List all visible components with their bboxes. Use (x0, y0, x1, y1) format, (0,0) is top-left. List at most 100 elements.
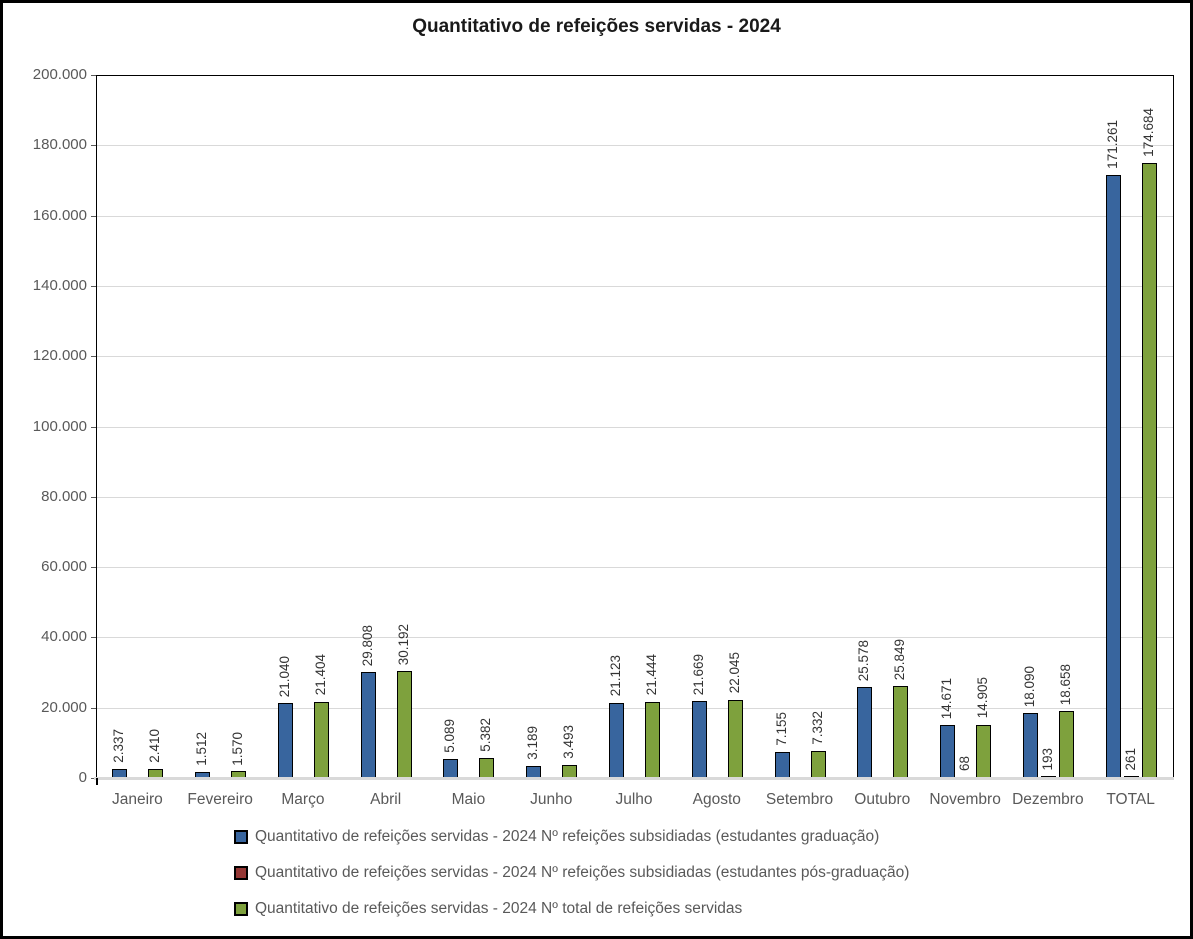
x-axis-label: Agosto (692, 791, 741, 808)
legend: Quantitativo de refeições servidas - 202… (234, 827, 909, 935)
x-axis-label: Junho (530, 791, 573, 808)
x-axis-label: Março (281, 791, 325, 808)
legend-marker-graduacao (234, 830, 248, 844)
data-label: 7.155 (773, 712, 789, 746)
gridline (97, 567, 1173, 569)
data-label: 5.382 (478, 718, 494, 753)
y-tick-label: 100.000 (32, 417, 87, 435)
data-label: 2.410 (147, 728, 163, 763)
legend-marker-pos-graduacao (234, 866, 248, 880)
x-axis-label: Novembro (929, 791, 1001, 808)
gridline (97, 356, 1173, 358)
data-label: 1.570 (230, 731, 246, 766)
gridline (97, 215, 1173, 217)
data-label: 25.578 (856, 639, 872, 682)
plot-area: 2.337 1.512 21.040 29.808 5.089 3.189 21.123 21… (96, 75, 1174, 779)
y-tick-mark (91, 567, 96, 569)
data-label: 21.123 (608, 655, 623, 697)
data-label: 29.808 (359, 624, 375, 667)
x-axis-label: Outubro (854, 791, 911, 808)
bar-setembro-s0 (774, 751, 790, 779)
data-label: 193 (1039, 747, 1055, 771)
bar-setembro-s2 (810, 751, 826, 779)
data-label: 171.261 (1104, 120, 1120, 170)
y-tick-mark (91, 637, 96, 639)
legend-item-pos-graduacao: Quantitativo de refeições servidas - 202… (234, 863, 909, 883)
data-label: 5.089 (442, 719, 458, 754)
data-label: 68 (957, 755, 973, 771)
bar-abril-s2 (396, 670, 412, 779)
y-tick-mark (91, 707, 96, 709)
y-tick-mark (91, 356, 96, 358)
data-label: 14.671 (939, 678, 955, 720)
y-tick-mark (91, 145, 96, 147)
y-tick-label: 20.000 (41, 698, 87, 716)
x-axis-label: Maio (451, 791, 486, 808)
gridline (97, 707, 1173, 709)
y-tick-label: 200.000 (32, 66, 87, 83)
data-label: 3.493 (561, 724, 577, 759)
data-label: 21.404 (312, 654, 328, 696)
bar-maio-s2 (479, 758, 495, 779)
bar-dezembro-s0 (1022, 713, 1038, 779)
y-tick-mark (91, 285, 96, 287)
data-label: 18.658 (1057, 664, 1073, 706)
bar-novembro-s2 (976, 724, 992, 779)
bar-dezembro-s2 (1058, 711, 1074, 779)
legend-item-total: Quantitativo de refeições servidas - 202… (234, 899, 909, 919)
gridline (97, 637, 1173, 639)
x-axis-label: Janeiro (111, 791, 163, 808)
bar-total-s2 (1141, 163, 1157, 779)
legend-marker-total (234, 902, 248, 916)
x-axis-label: Setembro (765, 791, 834, 808)
bar-março-s2 (313, 701, 329, 779)
x-axis-label: Dezembro (1012, 791, 1084, 808)
data-label: 22.045 (726, 652, 742, 694)
bar-março-s0 (277, 703, 293, 779)
bar-outubro-s2 (893, 686, 909, 779)
data-label: 261 (1122, 747, 1138, 771)
data-label: 18.090 (1021, 666, 1037, 708)
x-axis-label: TOTAL (1106, 791, 1155, 808)
data-label: 21.669 (690, 653, 706, 695)
y-tick-label: 40.000 (41, 628, 87, 646)
bar-outubro-s0 (857, 687, 873, 779)
x-axis-label: Julho (615, 791, 653, 808)
data-label: 7.332 (809, 711, 825, 746)
chart-title: Quantitativo de refeições servidas - 202… (412, 16, 781, 37)
y-axis-stub (96, 778, 98, 785)
bar-novembro-s0 (940, 725, 956, 779)
y-tick-label: 120.000 (32, 347, 87, 365)
x-axis-label: Abril (370, 791, 402, 808)
bar-abril-s0 (360, 672, 376, 779)
legend-label-total: Quantitativo de refeições servidas - 202… (255, 900, 743, 917)
bar-julho-s2 (645, 701, 660, 779)
gridline (97, 285, 1173, 287)
data-label: 30.192 (395, 623, 411, 665)
data-label: 14.905 (975, 677, 991, 719)
data-label: 1.512 (194, 731, 210, 766)
data-label: 3.189 (525, 726, 541, 760)
legend-label-graduacao: Quantitativo de refeições servidas - 202… (255, 828, 880, 845)
y-tick-label: 160.000 (32, 206, 87, 224)
x-axis-line (94, 777, 1174, 780)
y-tick-mark (91, 215, 96, 217)
y-tick-mark (91, 778, 96, 779)
y-tick-label: 140.000 (32, 276, 87, 294)
y-tick-label: 0 (78, 769, 87, 786)
data-label: 21.040 (276, 655, 292, 698)
y-tick-mark (91, 426, 96, 428)
bar-total-s0 (1105, 175, 1121, 779)
legend-label-pos-graduacao: Quantitativo de refeições servidas - 202… (255, 864, 910, 881)
data-label: 2.337 (111, 729, 127, 763)
gridline (97, 496, 1173, 498)
data-label: 25.849 (892, 638, 908, 681)
gridline (97, 145, 1173, 147)
data-label: 21.444 (644, 654, 659, 696)
bar-agosto-s2 (727, 699, 743, 779)
y-tick-mark (91, 75, 96, 76)
y-tick-label: 180.000 (32, 136, 87, 154)
x-axis-label: Fevereiro (187, 791, 253, 808)
bar-julho-s0 (609, 702, 624, 779)
